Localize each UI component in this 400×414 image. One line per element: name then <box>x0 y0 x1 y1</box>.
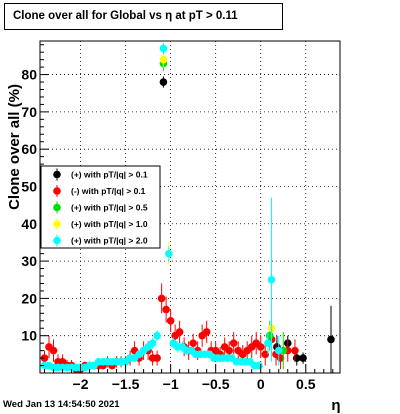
series-1 <box>40 283 299 374</box>
x-tick-label: 0.5 <box>296 376 316 392</box>
timestamp: Wed Jan 13 14:54:50 2021 <box>3 399 120 410</box>
y-tick-label: 20 <box>21 290 37 306</box>
data-point <box>175 328 184 336</box>
legend-entry: (-) with pT/|q| > 0.1 <box>71 186 146 196</box>
y-tick-label: 30 <box>21 253 37 269</box>
data-point <box>159 44 168 53</box>
series-3 <box>159 52 276 347</box>
legend: (+) with pT/|q| > 0.1 (-) with pT/|q| > 0… <box>40 165 161 249</box>
data-point <box>255 361 263 370</box>
data-point <box>166 316 175 325</box>
y-tick-label: 50 <box>21 178 37 194</box>
series-layer <box>40 42 335 374</box>
x-axis-title: η <box>331 397 340 414</box>
data-point <box>229 339 238 347</box>
data-point <box>274 346 283 355</box>
x-tick-label: −2 <box>73 376 89 392</box>
x-tick-label: −1.5 <box>112 376 140 392</box>
data-point <box>159 55 168 64</box>
y-tick-label: 10 <box>21 328 37 344</box>
data-point <box>256 343 265 351</box>
series-0 <box>159 76 335 373</box>
chart-title: Clone over all for Global vs η at pT > 0… <box>4 3 283 30</box>
data-point <box>291 346 299 355</box>
legend-entry: (+) with pT/|q| > 0.5 <box>71 203 148 213</box>
y-tick-label: 80 <box>21 67 37 83</box>
data-point <box>327 335 335 344</box>
data-point <box>159 78 168 86</box>
series-2 <box>159 55 288 370</box>
data-point <box>267 275 276 284</box>
plot-frame <box>39 40 341 374</box>
data-point <box>261 350 270 359</box>
y-tick-label: 40 <box>21 216 37 232</box>
data-point <box>40 354 49 362</box>
x-tick-label: −1 <box>163 376 179 392</box>
data-point <box>153 331 161 340</box>
legend-box <box>40 165 161 249</box>
data-point <box>225 346 233 355</box>
data-point <box>299 354 307 362</box>
data-point <box>157 294 166 303</box>
data-point <box>202 328 211 336</box>
label-layer: −2 −1.5 −1 −0.5 0 0.5 10 20 30 40 50 60 70 80 <box>21 67 315 392</box>
x-tick-label: −0.5 <box>202 376 230 392</box>
data-point <box>265 331 274 340</box>
data-point <box>189 339 197 347</box>
series-4 <box>40 42 283 372</box>
data-point <box>153 354 161 362</box>
data-point <box>148 339 157 347</box>
legend-entry: (+) with pT/|q| > 0.1 <box>71 170 148 180</box>
legend-entry: (+) with pT/|q| > 1.0 <box>71 219 148 229</box>
data-point <box>165 249 173 258</box>
y-tick-label: 70 <box>21 104 37 120</box>
data-point <box>264 339 272 347</box>
data-point <box>49 346 58 355</box>
y-axis-title: Clone over all (%) <box>6 84 23 210</box>
data-point <box>162 305 170 314</box>
legend-entry: (+) with pT/|q| > 2.0 <box>71 236 148 246</box>
y-tick-label: 60 <box>21 141 37 157</box>
x-tick-label: 0 <box>257 376 265 392</box>
